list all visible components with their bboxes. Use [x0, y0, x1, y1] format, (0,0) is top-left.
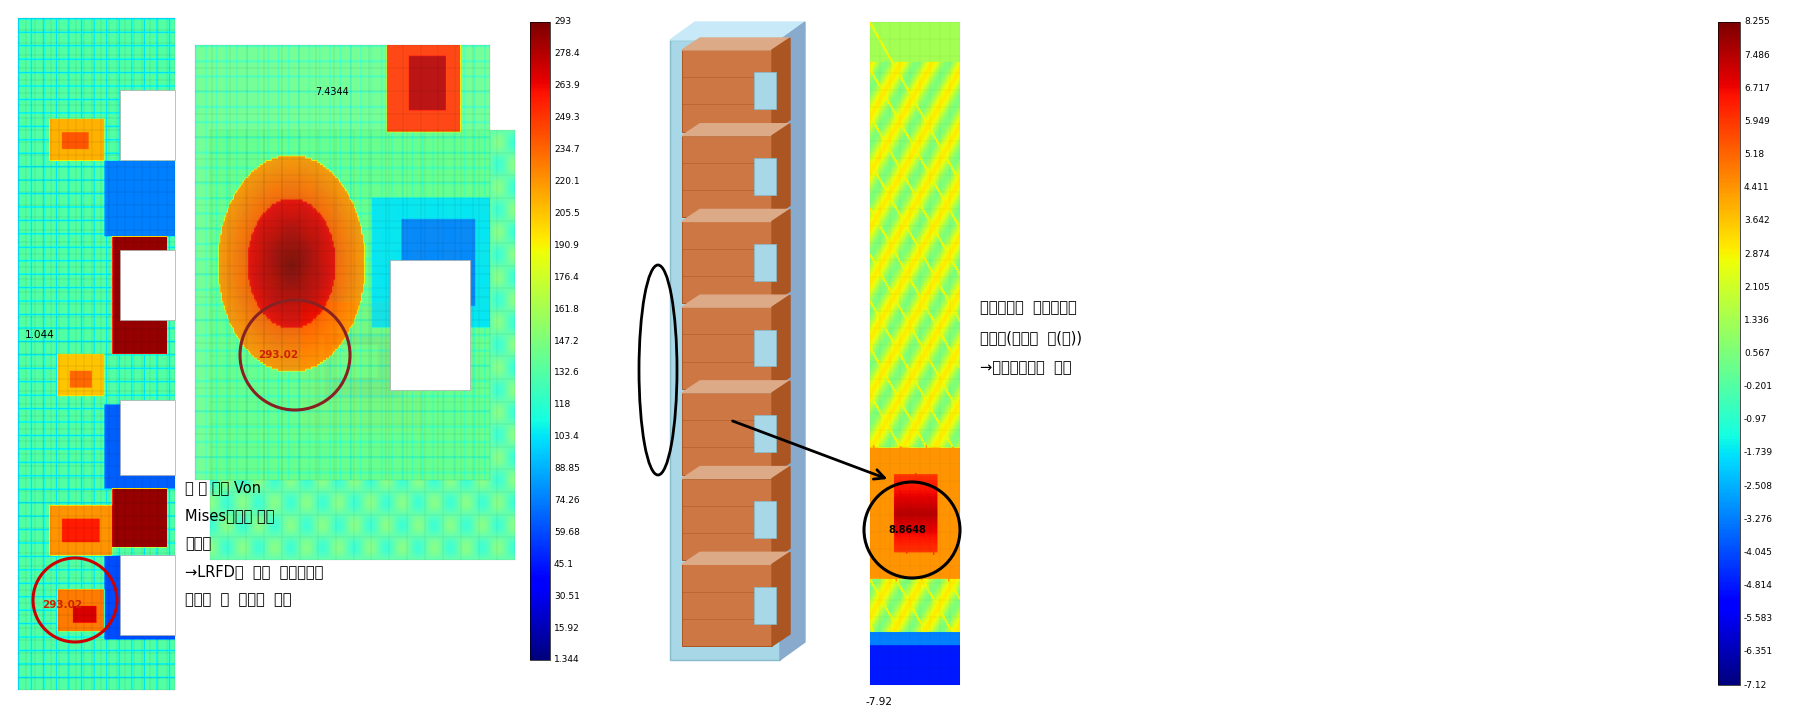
- Text: 8.8648: 8.8648: [887, 525, 925, 535]
- Polygon shape: [682, 466, 791, 478]
- Polygon shape: [682, 381, 791, 393]
- Text: 강 웹 부재 Von: 강 웹 부재 Von: [185, 480, 262, 495]
- Text: 대해서  웹  응력을  조사: 대해서 웹 응력을 조사: [185, 592, 291, 607]
- Text: 7.4344: 7.4344: [315, 87, 349, 97]
- Text: 59.68: 59.68: [554, 528, 580, 537]
- Text: -2.508: -2.508: [1743, 482, 1773, 491]
- Text: 최대치(인장이  정(正)): 최대치(인장이 정(正)): [980, 330, 1082, 345]
- Text: 249.3: 249.3: [554, 114, 580, 122]
- Text: 2.874: 2.874: [1743, 250, 1769, 258]
- Bar: [754, 73, 776, 109]
- Text: 263.9: 263.9: [554, 81, 580, 90]
- Text: 최대치: 최대치: [185, 536, 211, 551]
- Text: 5.18: 5.18: [1743, 150, 1763, 159]
- Text: 8.255: 8.255: [1743, 18, 1769, 26]
- Polygon shape: [671, 22, 805, 40]
- Bar: [754, 244, 776, 281]
- Text: 147.2: 147.2: [554, 336, 580, 346]
- Text: 205.5: 205.5: [554, 209, 580, 218]
- Bar: [120, 555, 175, 635]
- Polygon shape: [773, 381, 791, 475]
- Bar: [682, 136, 773, 218]
- Polygon shape: [682, 38, 791, 50]
- Text: 5.949: 5.949: [1743, 117, 1769, 126]
- Text: -1.739: -1.739: [1743, 448, 1773, 458]
- Text: Mises상당의 응력: Mises상당의 응력: [185, 508, 275, 523]
- Text: 45.1: 45.1: [554, 560, 574, 569]
- Text: 74.26: 74.26: [554, 496, 580, 505]
- Text: -5.583: -5.583: [1743, 614, 1773, 623]
- Polygon shape: [773, 124, 791, 218]
- Text: -7.12: -7.12: [1743, 680, 1767, 690]
- Text: -3.276: -3.276: [1743, 515, 1773, 524]
- Bar: [682, 564, 773, 646]
- Text: 293.02: 293.02: [42, 600, 82, 610]
- Text: 6.717: 6.717: [1743, 84, 1771, 93]
- Bar: [682, 393, 773, 475]
- Bar: [754, 330, 776, 366]
- Text: 220.1: 220.1: [554, 177, 580, 186]
- Bar: [754, 416, 776, 452]
- Bar: [754, 501, 776, 538]
- Polygon shape: [682, 209, 791, 221]
- Text: 88.85: 88.85: [554, 464, 580, 473]
- Bar: [682, 50, 773, 131]
- Bar: [120, 250, 175, 320]
- Text: →LRFD에  의한  항복강도에: →LRFD에 의한 항복강도에: [185, 564, 324, 579]
- Text: 4.411: 4.411: [1743, 183, 1769, 192]
- Text: 234.7: 234.7: [554, 145, 580, 154]
- Text: -4.814: -4.814: [1743, 581, 1773, 590]
- Text: 278.4: 278.4: [554, 49, 580, 59]
- Polygon shape: [682, 124, 791, 136]
- Text: 1.336: 1.336: [1743, 316, 1771, 325]
- Text: -6.351: -6.351: [1743, 648, 1773, 656]
- Polygon shape: [682, 553, 791, 564]
- Polygon shape: [773, 553, 791, 646]
- Bar: [671, 40, 780, 660]
- Text: -7.92: -7.92: [865, 697, 893, 707]
- Bar: [682, 478, 773, 560]
- Text: -0.97: -0.97: [1743, 416, 1767, 424]
- Bar: [531, 22, 551, 660]
- Polygon shape: [773, 466, 791, 560]
- Text: 293.02: 293.02: [258, 350, 298, 360]
- Text: 1.344: 1.344: [554, 655, 580, 665]
- Text: 161.8: 161.8: [554, 305, 580, 313]
- Text: 176.4: 176.4: [554, 273, 580, 282]
- Bar: [682, 221, 773, 303]
- Polygon shape: [682, 295, 791, 307]
- Text: 293: 293: [554, 18, 571, 26]
- Polygon shape: [773, 295, 791, 389]
- Text: 15.92: 15.92: [554, 623, 580, 633]
- Bar: [754, 587, 776, 623]
- Text: 1.044: 1.044: [25, 330, 55, 340]
- Text: 118: 118: [554, 401, 571, 409]
- Text: →철근응력도를  조사: →철근응력도를 조사: [980, 360, 1071, 375]
- Text: 3.642: 3.642: [1743, 216, 1769, 226]
- Text: 190.9: 190.9: [554, 241, 580, 250]
- Text: 콘크리트의  인장응력의: 콘크리트의 인장응력의: [980, 300, 1076, 315]
- Text: 7.486: 7.486: [1743, 51, 1769, 60]
- Text: 0.567: 0.567: [1743, 349, 1771, 358]
- Text: 30.51: 30.51: [554, 592, 580, 600]
- Text: 2.105: 2.105: [1743, 283, 1769, 292]
- Bar: [391, 260, 471, 390]
- Text: 132.6: 132.6: [554, 368, 580, 378]
- Text: -4.045: -4.045: [1743, 548, 1773, 557]
- Bar: [682, 307, 773, 389]
- Text: -0.201: -0.201: [1743, 382, 1773, 391]
- Bar: [754, 159, 776, 195]
- Bar: [1718, 22, 1740, 685]
- Polygon shape: [773, 38, 791, 131]
- Text: 103.4: 103.4: [554, 432, 580, 441]
- Bar: [120, 400, 175, 475]
- Polygon shape: [780, 22, 805, 660]
- Polygon shape: [773, 209, 791, 303]
- Bar: [120, 90, 175, 160]
